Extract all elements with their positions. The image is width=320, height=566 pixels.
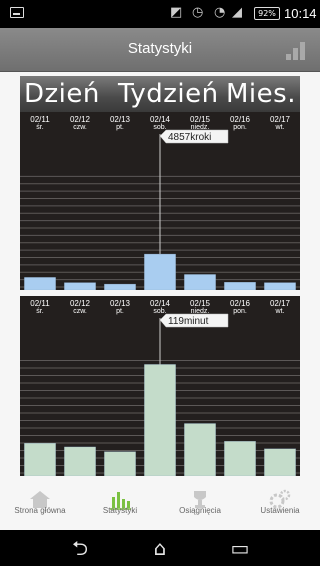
x-tick-label-02/16: 02/16 <box>230 115 251 124</box>
home-icon <box>30 491 50 508</box>
nav-home-label: Strona główna <box>14 506 66 515</box>
bar-02/12 <box>64 282 96 290</box>
x-tick-label-02/15: 02/15 <box>190 299 211 308</box>
bar-02/12 <box>64 446 96 476</box>
status-bar: ◩ ◷ ◔ ◢ 92% 10:14 <box>0 0 320 28</box>
bar-02/16 <box>224 441 256 476</box>
bar-02/14 <box>144 253 176 290</box>
x-tick-label-02/17: 02/17 <box>270 299 291 308</box>
x-tick-day-label: czw. <box>73 124 87 131</box>
page-title: Statystyki <box>127 40 193 57</box>
tooltip-box <box>159 129 229 144</box>
tab-week[interactable]: Tydzień <box>118 79 219 109</box>
x-tick-label-02/16: 02/16 <box>230 299 251 308</box>
bar-02/11 <box>24 443 56 476</box>
screenshot-notification-icon <box>10 7 24 18</box>
x-tick-label-02/14: 02/14 <box>150 299 171 308</box>
bar-02/16 <box>224 282 256 290</box>
app-bars-icon <box>286 40 310 60</box>
battery-indicator: 92% <box>254 7 280 20</box>
gear-icon <box>269 489 291 509</box>
tooltip-box <box>159 313 229 328</box>
x-tick-label-02/12: 02/12 <box>70 115 91 124</box>
x-tick-day-label: wt. <box>275 308 285 315</box>
tab-day[interactable]: Dzień <box>24 79 100 109</box>
nav-settings[interactable]: Ustawienia <box>240 483 320 530</box>
nav-settings-label: Ustawienia <box>260 506 300 515</box>
nav-stats-label: Statystyki <box>102 506 138 515</box>
home-button-icon[interactable]: ⌂ <box>153 536 167 560</box>
x-tick-label-02/11: 02/11 <box>30 115 50 124</box>
x-tick-label-02/17: 02/17 <box>270 115 291 124</box>
x-tick-day-label: czw. <box>73 308 87 315</box>
x-tick-day-label: pt. <box>116 124 124 131</box>
steps-chart[interactable]: 02/11 śr. 02/12 czw. 02/13 pt. 02/14 sob. 02/15 n… <box>20 112 300 290</box>
bar-02/17 <box>264 448 296 476</box>
x-tick-day-label: pon. <box>233 124 247 131</box>
x-tick-day-label: sob. <box>153 124 166 131</box>
signal-icon: ◢ <box>232 5 242 20</box>
action-bar: Statystyki <box>0 28 320 72</box>
x-tick-label-02/14: 02/14 <box>150 115 171 124</box>
bar-02/15 <box>184 274 216 290</box>
alarm-icon: ◷ <box>192 5 204 20</box>
recents-icon[interactable]: ▭ <box>230 536 250 560</box>
minutes-chart[interactable]: 02/11 śr. 02/12 czw. 02/13 pt. 02/14 sob. 02/15 n… <box>20 296 300 476</box>
tab-month[interactable]: Mies. <box>226 79 296 109</box>
nav-achievements[interactable]: Osiągnięcia <box>160 483 240 530</box>
tooltip-value: 119minut <box>168 316 209 327</box>
bar-02/14 <box>144 364 176 476</box>
x-tick-label-02/11: 02/11 <box>30 299 50 308</box>
x-tick-day-label: śr. <box>36 124 43 131</box>
nav-achievements-label: Osiągnięcia <box>179 506 221 515</box>
x-tick-day-label: sob. <box>153 308 166 315</box>
wifi-icon: ◔ <box>214 5 226 20</box>
clock: 10:14 <box>284 6 317 21</box>
x-tick-day-label: pon. <box>233 308 247 315</box>
x-tick-day-label: niedz. <box>191 124 210 131</box>
bar-02/11 <box>24 277 56 290</box>
nfc-icon: ◩ <box>170 5 183 20</box>
bar-02/15 <box>184 423 216 476</box>
bar-02/13 <box>104 283 136 290</box>
back-icon[interactable]: ⮌ <box>71 536 89 560</box>
nav-home[interactable]: Strona główna <box>0 483 80 530</box>
x-tick-day-label: śr. <box>36 308 43 315</box>
x-tick-label-02/12: 02/12 <box>70 299 91 308</box>
x-tick-day-label: pt. <box>116 308 124 315</box>
system-navigation-bar: ⮌ ⌂ ▭ <box>0 530 320 566</box>
trophy-icon <box>194 491 206 508</box>
bar-02/13 <box>104 451 136 476</box>
bottom-navigation: Strona główna Statystyki Osiągnięcia Ust… <box>0 483 320 530</box>
x-tick-label-02/13: 02/13 <box>110 299 131 308</box>
x-tick-label-02/13: 02/13 <box>110 115 131 124</box>
period-tabs: Dzień Tydzień Mies. <box>20 76 300 112</box>
tooltip-value: 4857kroki <box>168 132 211 143</box>
nav-stats[interactable]: Statystyki <box>80 483 160 530</box>
stats-icon <box>110 492 131 510</box>
x-tick-day-label: niedz. <box>191 308 210 315</box>
x-tick-label-02/15: 02/15 <box>190 115 211 124</box>
bar-02/17 <box>264 282 296 290</box>
x-tick-day-label: wt. <box>275 124 285 131</box>
